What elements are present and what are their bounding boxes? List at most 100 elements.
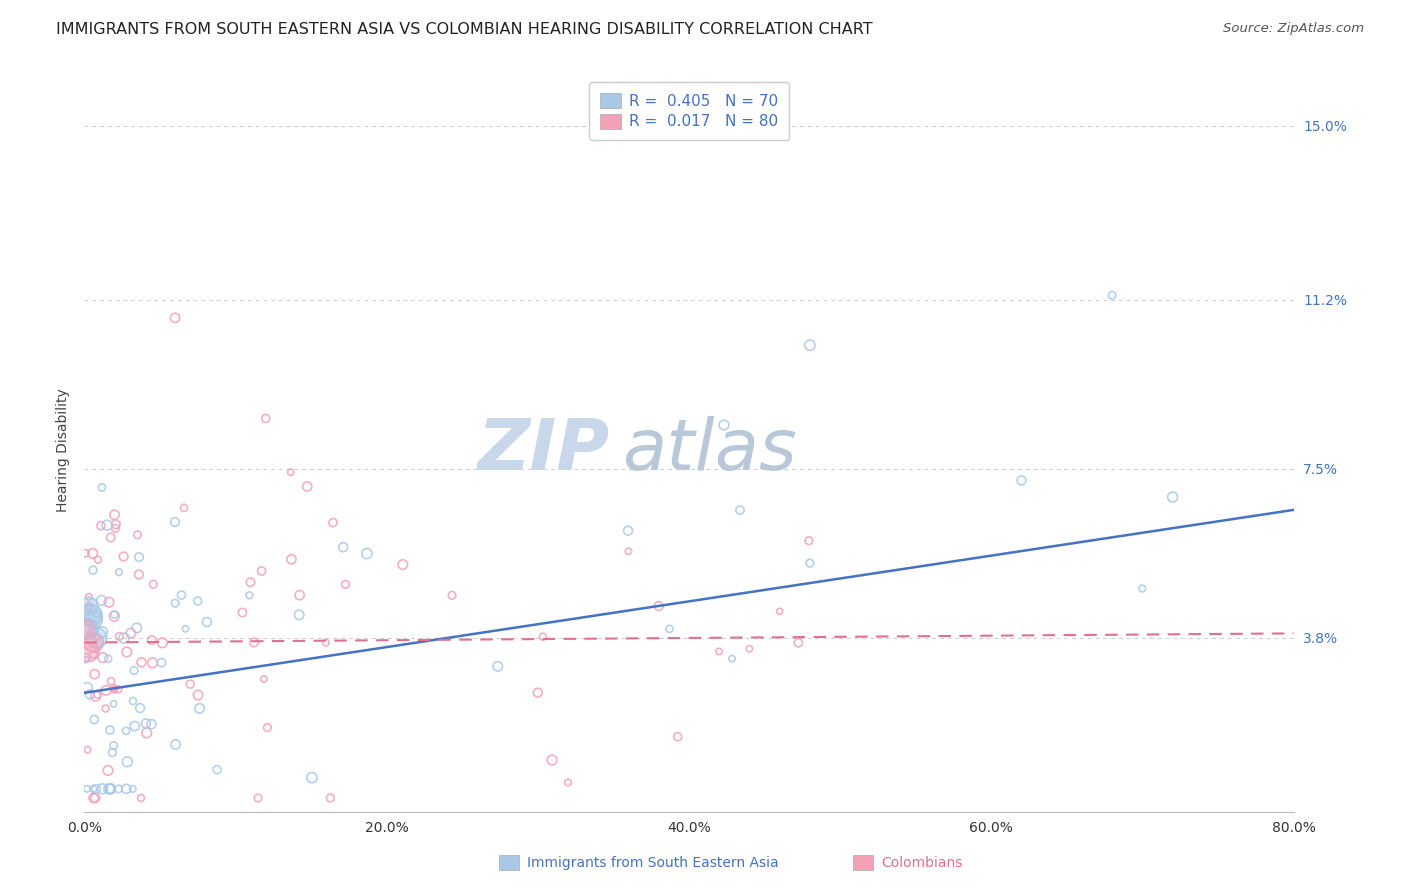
- Point: [170, 588, 193, 602]
- Point: [97, 652, 120, 666]
- Point: [75, 546, 97, 560]
- Point: [76, 743, 98, 757]
- Point: [142, 577, 165, 591]
- Point: [141, 633, 163, 648]
- Point: [319, 791, 342, 805]
- Point: [392, 558, 415, 572]
- Point: [103, 609, 125, 624]
- Point: [115, 781, 138, 796]
- Point: [108, 566, 131, 580]
- Point: [238, 588, 260, 602]
- Point: [163, 515, 186, 529]
- Point: [77, 599, 100, 613]
- Point: [129, 791, 152, 805]
- Point: [82, 635, 104, 649]
- Point: [100, 531, 122, 545]
- Point: [486, 659, 509, 673]
- Point: [129, 701, 152, 715]
- Point: [769, 604, 792, 618]
- Point: [103, 681, 125, 696]
- Point: [76, 681, 98, 695]
- Point: [77, 645, 100, 659]
- Point: [94, 683, 117, 698]
- Point: [97, 764, 120, 778]
- Point: [165, 738, 187, 752]
- Point: [112, 631, 135, 645]
- Point: [86, 630, 108, 644]
- Text: ZIP: ZIP: [478, 416, 610, 485]
- Point: [243, 635, 266, 649]
- Point: [128, 567, 150, 582]
- Point: [86, 606, 108, 620]
- Point: [98, 595, 121, 609]
- Point: [142, 656, 165, 670]
- Point: [82, 781, 104, 796]
- Point: [76, 622, 98, 636]
- Point: [75, 652, 97, 666]
- Point: [80, 608, 103, 623]
- Point: [152, 636, 174, 650]
- Point: [112, 549, 135, 564]
- Point: [297, 479, 319, 493]
- Point: [115, 723, 138, 738]
- Point: [125, 621, 148, 635]
- Point: [122, 694, 145, 708]
- Point: [94, 701, 117, 715]
- Point: [1101, 288, 1123, 302]
- Point: [107, 781, 129, 796]
- Point: [188, 701, 211, 715]
- Text: Source: ZipAtlas.com: Source: ZipAtlas.com: [1223, 22, 1364, 36]
- Point: [165, 310, 187, 325]
- Point: [90, 518, 112, 533]
- Point: [250, 564, 273, 578]
- Point: [82, 613, 104, 627]
- Legend: R =  0.405   N = 70, R =  0.017   N = 80: R = 0.405 N = 70, R = 0.017 N = 80: [589, 82, 789, 140]
- Point: [98, 723, 121, 737]
- Point: [247, 791, 270, 805]
- Point: [103, 508, 125, 522]
- Point: [441, 588, 464, 602]
- Point: [131, 655, 153, 669]
- Point: [173, 500, 195, 515]
- Point: [77, 601, 100, 615]
- Point: [76, 622, 98, 636]
- Point: [91, 781, 114, 796]
- Point: [96, 518, 118, 533]
- Point: [787, 636, 810, 650]
- Point: [356, 547, 378, 561]
- Point: [77, 599, 100, 614]
- Point: [82, 613, 104, 627]
- Point: [254, 411, 277, 425]
- Point: [231, 606, 253, 620]
- Point: [527, 686, 550, 700]
- Point: [150, 656, 173, 670]
- Point: [187, 594, 209, 608]
- Point: [713, 417, 735, 432]
- Point: [174, 622, 197, 636]
- Point: [666, 730, 689, 744]
- Point: [103, 682, 125, 697]
- Point: [90, 593, 112, 607]
- Point: [83, 667, 105, 681]
- Point: [280, 552, 302, 566]
- Point: [77, 599, 100, 613]
- Point: [648, 599, 671, 613]
- Point: [104, 521, 127, 535]
- Point: [195, 615, 218, 629]
- Point: [728, 503, 751, 517]
- Point: [253, 672, 276, 686]
- Point: [127, 528, 149, 542]
- Point: [315, 635, 337, 649]
- Point: [82, 546, 104, 560]
- Point: [84, 791, 107, 805]
- Point: [86, 631, 108, 645]
- Point: [799, 338, 821, 352]
- Text: IMMIGRANTS FROM SOUTH EASTERN ASIA VS COLOMBIAN HEARING DISABILITY CORRELATION C: IMMIGRANTS FROM SOUTH EASTERN ASIA VS CO…: [56, 22, 873, 37]
- Point: [531, 630, 554, 644]
- Point: [124, 719, 146, 733]
- Point: [100, 781, 122, 796]
- Point: [1011, 474, 1033, 488]
- Point: [100, 781, 122, 796]
- Point: [77, 645, 100, 659]
- Point: [79, 688, 101, 702]
